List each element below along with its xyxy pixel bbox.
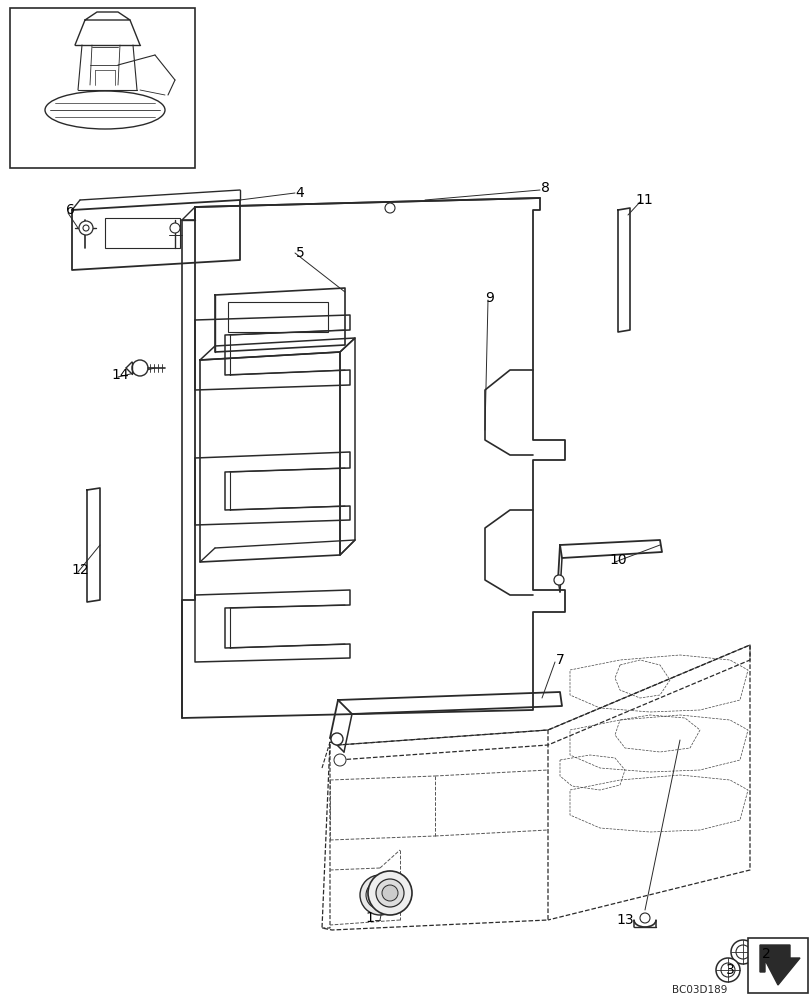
Circle shape [169, 223, 180, 233]
Text: 7: 7 [555, 653, 564, 667]
Bar [228, 302, 328, 332]
Circle shape [553, 575, 564, 585]
Circle shape [366, 881, 393, 909]
Text: BC03D189: BC03D189 [672, 985, 727, 995]
Text: 11: 11 [634, 193, 652, 207]
Text: 1: 1 [365, 911, 374, 925]
Bar [105, 218, 180, 248]
Polygon shape [759, 945, 799, 985]
Circle shape [639, 913, 649, 923]
Bar [10, 8, 195, 168]
Text: 2: 2 [761, 947, 770, 961]
Text: 13: 13 [616, 913, 633, 927]
Text: 3: 3 [725, 963, 733, 977]
Text: 14: 14 [111, 368, 129, 382]
Circle shape [359, 875, 400, 915]
Bar [747, 938, 807, 993]
Circle shape [720, 963, 734, 977]
Circle shape [331, 733, 342, 745]
Circle shape [384, 203, 394, 213]
Text: 5: 5 [295, 246, 304, 260]
Text: 4: 4 [295, 186, 304, 200]
Text: 6: 6 [66, 203, 75, 217]
Circle shape [83, 225, 89, 231]
Circle shape [735, 945, 749, 959]
Circle shape [367, 871, 411, 915]
Circle shape [79, 221, 93, 235]
Circle shape [730, 940, 754, 964]
Circle shape [715, 958, 739, 982]
Text: 8: 8 [540, 181, 549, 195]
Circle shape [333, 754, 345, 766]
Text: 12: 12 [71, 563, 88, 577]
Circle shape [375, 879, 404, 907]
Circle shape [132, 360, 148, 376]
Text: 9: 9 [485, 291, 494, 305]
Text: 10: 10 [608, 553, 626, 567]
Circle shape [381, 885, 397, 901]
